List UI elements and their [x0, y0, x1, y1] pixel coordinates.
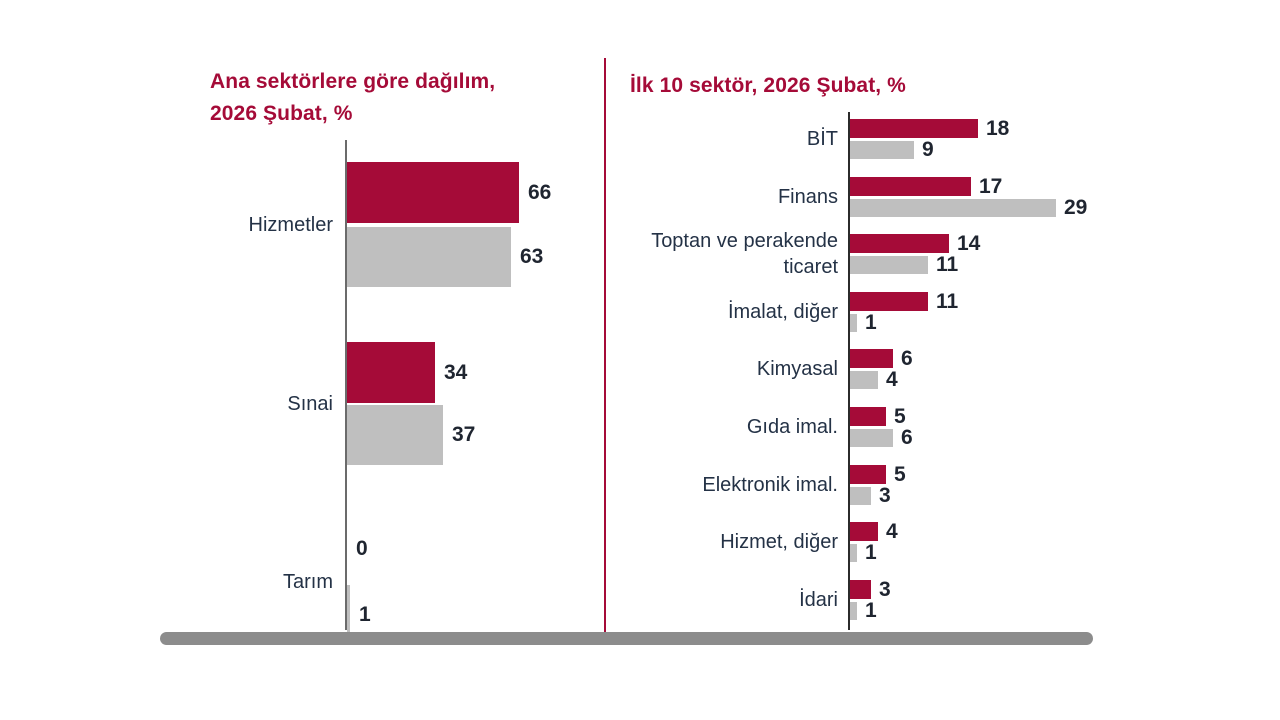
red-bar-value: 5 — [894, 462, 906, 486]
red-bar-value: 18 — [986, 116, 1010, 140]
gray-bar — [850, 487, 871, 505]
gray-bar — [850, 256, 928, 274]
category-label: Sınai — [287, 392, 333, 415]
gray-bar — [850, 429, 893, 447]
gray-bar-value: 6 — [901, 426, 913, 449]
red-bar — [850, 407, 886, 426]
gray-bar-value: 4 — [886, 368, 898, 391]
red-bar-value: 3 — [879, 577, 891, 601]
category-label: İdari — [799, 589, 838, 611]
gray-bar-value: 11 — [936, 253, 959, 276]
left-chart-axis — [345, 140, 347, 630]
red-bar-value: 5 — [894, 404, 906, 428]
left-chart-title: Ana sektörlere göre dağılım, 2026 Şubat,… — [210, 70, 496, 125]
red-bar — [850, 465, 886, 484]
right-chart-axis — [848, 112, 850, 630]
gray-bar-value: 9 — [922, 138, 934, 161]
category-label: Hizmet, diğer — [720, 531, 838, 553]
red-bar — [347, 162, 519, 223]
red-bar — [850, 580, 871, 599]
red-bar — [850, 292, 928, 311]
red-bar-value: 17 — [979, 174, 1003, 198]
red-bar — [850, 234, 949, 253]
red-bar-value: 4 — [886, 519, 898, 543]
category-label: Toptan ve perakende ticaret — [651, 230, 838, 278]
red-bar — [850, 349, 893, 368]
red-bar — [347, 342, 435, 403]
gray-bar — [347, 405, 443, 465]
category-label: BİT — [806, 128, 838, 150]
red-bar-value: 6 — [901, 346, 913, 370]
gray-bar — [850, 544, 857, 562]
category-label: Elektronik imal. — [702, 474, 838, 496]
category-label: İmalat, diğer — [727, 301, 838, 323]
gray-bar — [850, 371, 878, 389]
gray-bar-value: 37 — [452, 423, 476, 446]
right-chart-title: İlk 10 sektör, 2026 Şubat, % — [630, 74, 906, 97]
category-label: Hizmetler — [248, 213, 333, 236]
gray-bar-value: 1 — [865, 541, 877, 564]
red-bar — [850, 177, 971, 196]
red-bar — [850, 119, 978, 138]
panel-separator-line — [604, 58, 606, 632]
category-label: Kimyasal — [756, 358, 838, 380]
gray-bar-value: 1 — [865, 311, 877, 334]
category-label: Finans — [777, 186, 838, 208]
red-bar-value: 11 — [936, 289, 959, 313]
gray-bar — [850, 314, 857, 332]
gray-bar — [850, 199, 1056, 217]
gray-bar — [850, 602, 857, 620]
gray-bar-value: 29 — [1064, 196, 1088, 219]
red-bar-value: 66 — [528, 180, 552, 204]
gray-bar-value: 63 — [520, 245, 544, 268]
gray-bar — [850, 141, 914, 159]
gray-bar — [347, 585, 350, 645]
red-bar-value: 34 — [444, 360, 468, 384]
gray-bar-value: 3 — [879, 484, 891, 507]
category-label: Gıda imal. — [746, 416, 838, 438]
category-label: Tarım — [283, 570, 333, 593]
red-bar — [850, 522, 878, 541]
red-bar-value: 0 — [356, 536, 368, 560]
gray-bar — [347, 227, 511, 287]
gray-bar-value: 1 — [865, 599, 877, 622]
red-bar-value: 14 — [957, 231, 981, 255]
bottom-baseline-bar — [160, 632, 1093, 645]
gray-bar-value: 1 — [359, 603, 371, 626]
